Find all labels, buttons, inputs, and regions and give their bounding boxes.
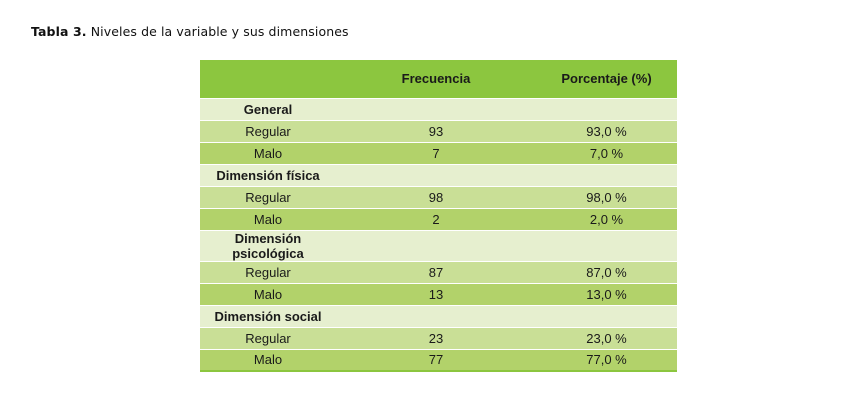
caption-label: Tabla 3.	[31, 24, 87, 39]
percentage-cell: 93,0 %	[536, 120, 677, 143]
level-cell: Malo	[200, 208, 336, 231]
group-empty-cell	[336, 305, 536, 328]
table-header: Frecuencia Porcentaje (%)	[200, 60, 677, 99]
level-cell: Regular	[200, 186, 336, 209]
frequency-cell: 93	[336, 120, 536, 143]
table-row: Malo 7 7,0 %	[200, 142, 677, 165]
group-empty-cell	[336, 230, 536, 262]
percentage-cell: 23,0 %	[536, 327, 677, 350]
level-cell: Malo	[200, 349, 336, 372]
caption-text: Niveles de la variable y sus dimensiones	[90, 24, 349, 39]
header-row: Frecuencia Porcentaje (%)	[200, 60, 677, 99]
table-body: General Regular 93 93,0 % Malo 7 7,0 % D…	[200, 98, 677, 372]
group-label: Dimensión física	[200, 164, 336, 187]
group-row: Dimensión psicológica	[200, 230, 677, 262]
percentage-cell: 2,0 %	[536, 208, 677, 231]
percentage-cell: 87,0 %	[536, 261, 677, 284]
frequency-cell: 7	[336, 142, 536, 165]
table-row: Regular 93 93,0 %	[200, 120, 677, 143]
group-empty-cell	[536, 305, 677, 328]
group-label: Dimensión social	[200, 305, 336, 328]
frequency-cell: 87	[336, 261, 536, 284]
group-row: Dimensión física	[200, 164, 677, 187]
group-label: General	[200, 98, 336, 121]
level-cell: Regular	[200, 120, 336, 143]
header-cell-frequency: Frecuencia	[336, 60, 536, 99]
level-cell: Malo	[200, 142, 336, 165]
group-label: Dimensión psicológica	[200, 230, 336, 262]
header-cell-label	[200, 60, 336, 99]
table-caption: Tabla 3. Niveles de la variable y sus di…	[31, 24, 349, 39]
levels-table: Frecuencia Porcentaje (%) General Regula…	[200, 60, 677, 372]
percentage-cell: 98,0 %	[536, 186, 677, 209]
group-empty-cell	[336, 164, 536, 187]
percentage-cell: 13,0 %	[536, 283, 677, 306]
frequency-cell: 77	[336, 349, 536, 372]
group-empty-cell	[536, 164, 677, 187]
level-cell: Regular	[200, 327, 336, 350]
table-row: Malo 13 13,0 %	[200, 283, 677, 306]
table-row: Malo 77 77,0 %	[200, 349, 677, 372]
level-cell: Malo	[200, 283, 336, 306]
frequency-cell: 13	[336, 283, 536, 306]
table-row: Regular 23 23,0 %	[200, 327, 677, 350]
frequency-cell: 2	[336, 208, 536, 231]
group-row: Dimensión social	[200, 305, 677, 328]
group-row: General	[200, 98, 677, 121]
group-empty-cell	[536, 230, 677, 262]
table-row: Regular 98 98,0 %	[200, 186, 677, 209]
level-cell: Regular	[200, 261, 336, 284]
percentage-cell: 77,0 %	[536, 349, 677, 372]
frequency-cell: 23	[336, 327, 536, 350]
frequency-cell: 98	[336, 186, 536, 209]
header-cell-percentage: Porcentaje (%)	[536, 60, 677, 99]
group-empty-cell	[336, 98, 536, 121]
table-row: Malo 2 2,0 %	[200, 208, 677, 231]
percentage-cell: 7,0 %	[536, 142, 677, 165]
group-empty-cell	[536, 98, 677, 121]
table-row: Regular 87 87,0 %	[200, 261, 677, 284]
